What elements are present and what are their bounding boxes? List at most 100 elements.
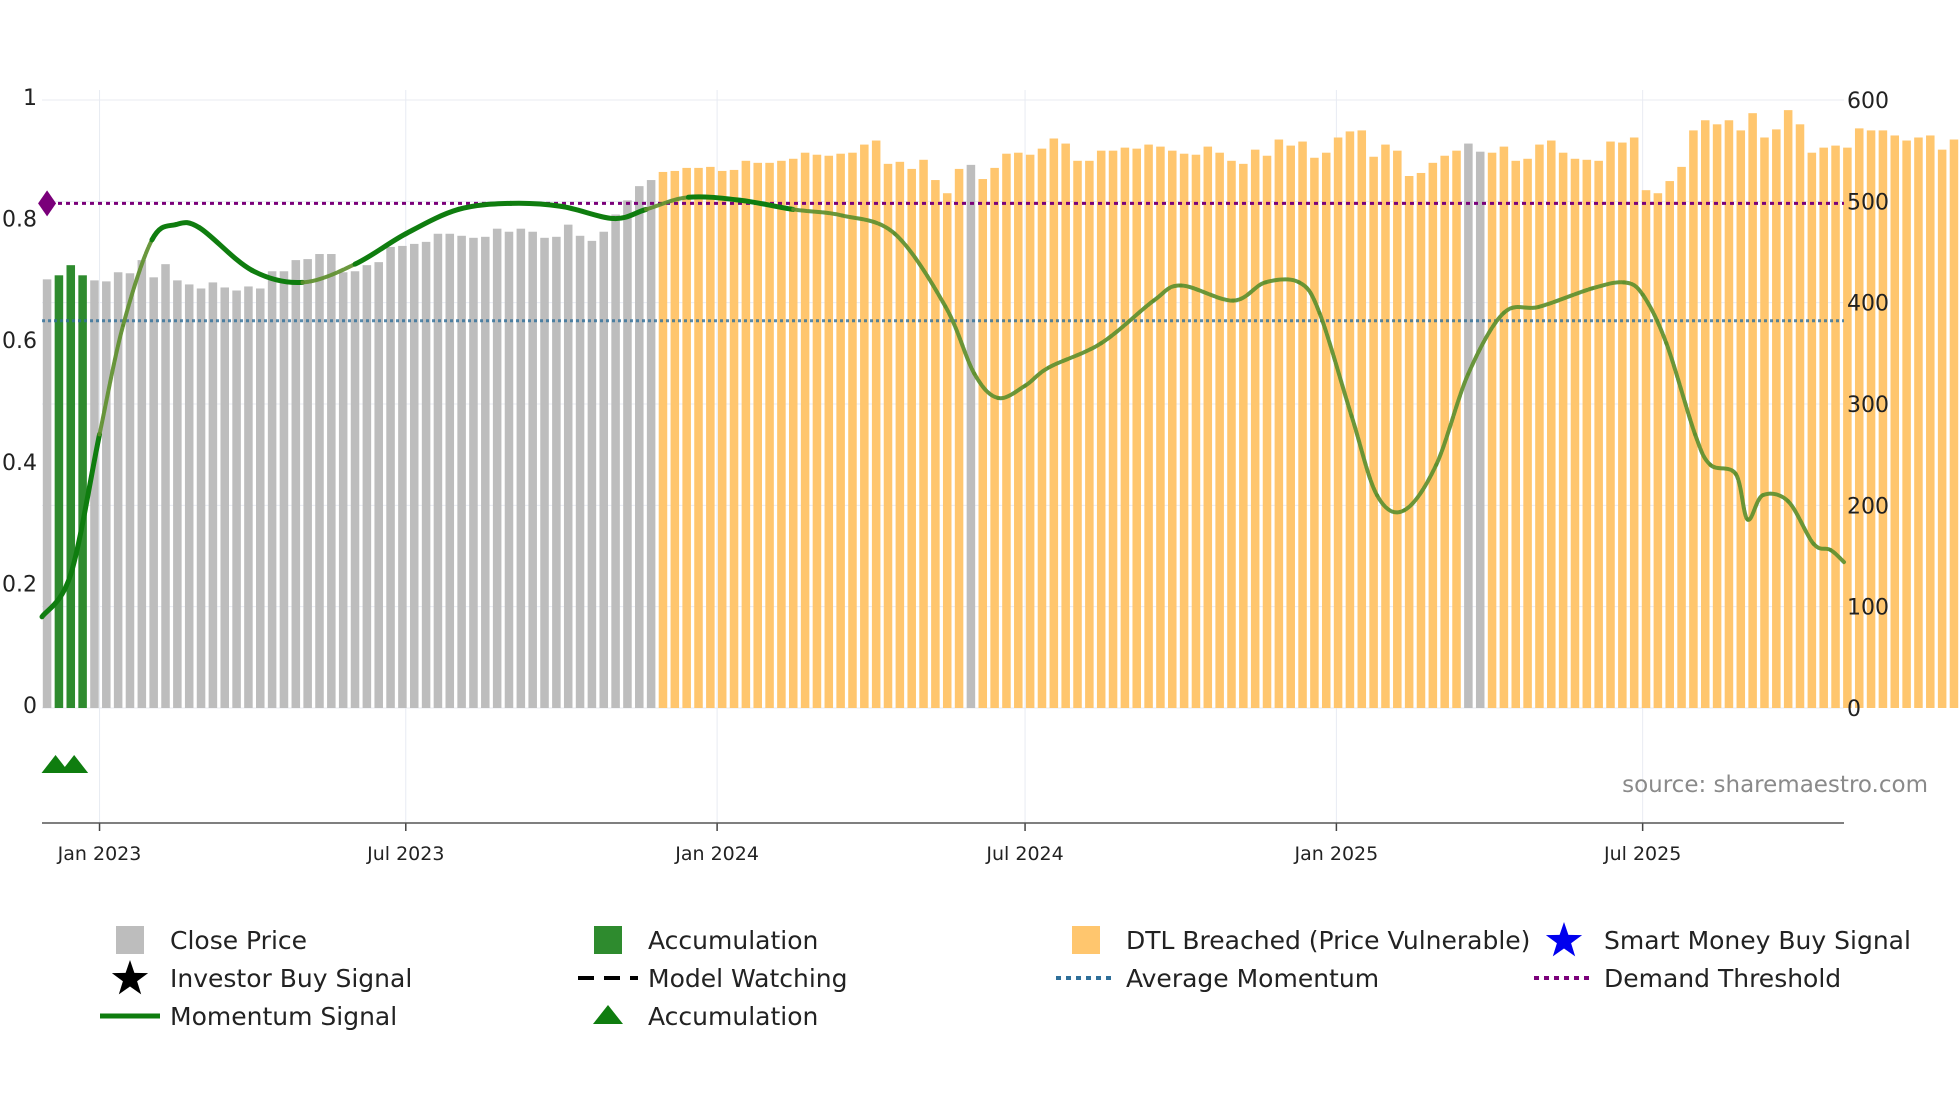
momentum-signal-segment bbox=[1317, 310, 1354, 419]
dtl-breached-bar bbox=[1854, 128, 1864, 708]
dtl-breached-bar bbox=[1629, 137, 1639, 708]
dtl-breached-bar bbox=[1179, 153, 1189, 708]
close-price-bar bbox=[267, 271, 277, 708]
close-price-bar bbox=[540, 237, 549, 708]
close-price-bar bbox=[137, 260, 147, 708]
close-price-bar bbox=[173, 280, 182, 708]
dtl-breached-bar bbox=[1049, 138, 1059, 709]
close-price-bar bbox=[125, 273, 135, 708]
momentum-signal-segment bbox=[97, 322, 126, 437]
dtl-breached-bar bbox=[1748, 113, 1757, 708]
x-tick-label: Jul 2025 bbox=[1603, 843, 1681, 865]
reference-lines bbox=[42, 201, 1844, 323]
close-price-bar bbox=[469, 237, 478, 708]
momentum-signal-segment bbox=[1622, 280, 1645, 297]
dtl-breached-bar bbox=[1582, 159, 1592, 708]
dtl-breached-bar bbox=[1487, 152, 1497, 708]
close-price-bar bbox=[611, 214, 620, 709]
close-price-bar bbox=[623, 200, 632, 708]
close-price-bar bbox=[599, 231, 609, 708]
momentum-signal-segment bbox=[972, 371, 1000, 400]
dtl-breached-bar bbox=[1618, 142, 1627, 708]
dtl-breached-bar bbox=[836, 153, 845, 708]
close-price-bar bbox=[516, 228, 526, 708]
dtl-breached-bar bbox=[706, 166, 715, 708]
momentum-signal-segment bbox=[943, 304, 977, 376]
momentum-signal-segment bbox=[508, 200, 564, 209]
accumulation-triangle-icon bbox=[593, 1005, 623, 1024]
legend-item-smart-money-buy-signal: Smart Money Buy Signal bbox=[1545, 922, 1911, 957]
accumulation-triangle-marker bbox=[60, 755, 89, 773]
momentum-signal-segment bbox=[352, 231, 409, 267]
momentum-signal-segment bbox=[791, 207, 845, 218]
dtl-breached-bar bbox=[1227, 160, 1236, 709]
dtl-breached-bar bbox=[670, 170, 680, 708]
x-tick-label: Jul 2024 bbox=[985, 843, 1063, 865]
dtl-breached-bar bbox=[1760, 137, 1769, 708]
dtl-breached-bar bbox=[1570, 158, 1580, 709]
dtl-breached-bar bbox=[1416, 172, 1426, 708]
dtl-breached-bar bbox=[1073, 160, 1082, 709]
y-right-tick-label: 600 bbox=[1847, 89, 1889, 114]
dtl-breached-bar bbox=[1878, 130, 1888, 708]
momentum-signal-segment bbox=[1708, 462, 1738, 476]
legend: Close Price Investor Buy Signal Momentum S… bbox=[100, 922, 1911, 1031]
dtl-breached-bar bbox=[717, 170, 727, 708]
dtl-breached-bar bbox=[1677, 166, 1686, 708]
dtl-breached-bar bbox=[1937, 149, 1947, 709]
dtl-breached-bar bbox=[1321, 152, 1331, 708]
dtl-breached-bar bbox=[682, 167, 691, 709]
momentum-signal-segment bbox=[1402, 462, 1439, 513]
close-price-bar bbox=[244, 286, 253, 708]
momentum-signal-segment bbox=[403, 206, 461, 237]
momentum-signal-segment bbox=[1023, 365, 1051, 388]
dtl-breached-bar bbox=[1926, 135, 1935, 708]
dtl-breached-bar bbox=[1274, 139, 1284, 708]
dtl-breached-bar bbox=[1665, 181, 1674, 709]
dtl-breached-bar bbox=[1298, 141, 1307, 709]
dtl-breached-bar bbox=[1404, 176, 1414, 708]
dtl-breached-bar bbox=[990, 167, 999, 709]
accumulation-bar bbox=[66, 265, 76, 708]
momentum-signal-segment bbox=[644, 195, 691, 212]
y-left-tick-label: 0 bbox=[23, 694, 37, 719]
dtl-breached-bar bbox=[1700, 120, 1710, 709]
dtl-breached-bar bbox=[1535, 144, 1544, 708]
momentum-signal-segment bbox=[1640, 292, 1669, 346]
momentum-signal-segment bbox=[1828, 547, 1846, 565]
dtl-breached-bar bbox=[1345, 131, 1355, 708]
close-price-bar bbox=[481, 236, 490, 709]
legend-label: Model Watching bbox=[648, 964, 848, 993]
dtl-breached-bar bbox=[1712, 124, 1722, 708]
dtl-breached-bar bbox=[1724, 120, 1734, 709]
legend-label: Smart Money Buy Signal bbox=[1604, 926, 1911, 955]
dtl-breached-bar bbox=[1333, 137, 1343, 708]
close-price-bar bbox=[457, 235, 466, 708]
dtl-breached-bar bbox=[1120, 147, 1130, 709]
dtl-breached-bar bbox=[1914, 137, 1923, 708]
momentum-signal-segment bbox=[1589, 280, 1627, 291]
y-left-tick-label: 0.6 bbox=[2, 329, 37, 354]
momentum-signal-segment bbox=[685, 194, 744, 203]
momentum-signal-segment bbox=[173, 220, 202, 231]
legend-label: DTL Breached (Price Vulnerable) bbox=[1126, 926, 1530, 955]
close-price-bar bbox=[552, 236, 561, 709]
close-price-bar bbox=[1464, 143, 1473, 708]
dtl-breached-bar bbox=[883, 163, 893, 709]
close-price-bar bbox=[113, 272, 123, 708]
dtl-breached-bar bbox=[824, 155, 834, 708]
momentum-signal-segment bbox=[39, 571, 74, 620]
dtl-breached-bar bbox=[1002, 153, 1011, 708]
momentum-signal-segment bbox=[1434, 371, 1471, 467]
momentum-signal-segment bbox=[558, 203, 617, 222]
dtl-breached-bar bbox=[788, 158, 798, 709]
accumulation-triangle-marker bbox=[41, 755, 70, 773]
y-right-tick-label: 400 bbox=[1847, 292, 1889, 317]
close-price-bar bbox=[492, 228, 502, 708]
momentum-signal-segment bbox=[455, 200, 514, 212]
x-tick-label: Jan 2024 bbox=[674, 843, 759, 865]
y-right-tick-label: 500 bbox=[1847, 190, 1889, 215]
momentum-signal-segment bbox=[196, 225, 255, 273]
y-left-tick-label: 0.2 bbox=[2, 572, 37, 597]
dtl-breached-bar bbox=[753, 162, 762, 708]
